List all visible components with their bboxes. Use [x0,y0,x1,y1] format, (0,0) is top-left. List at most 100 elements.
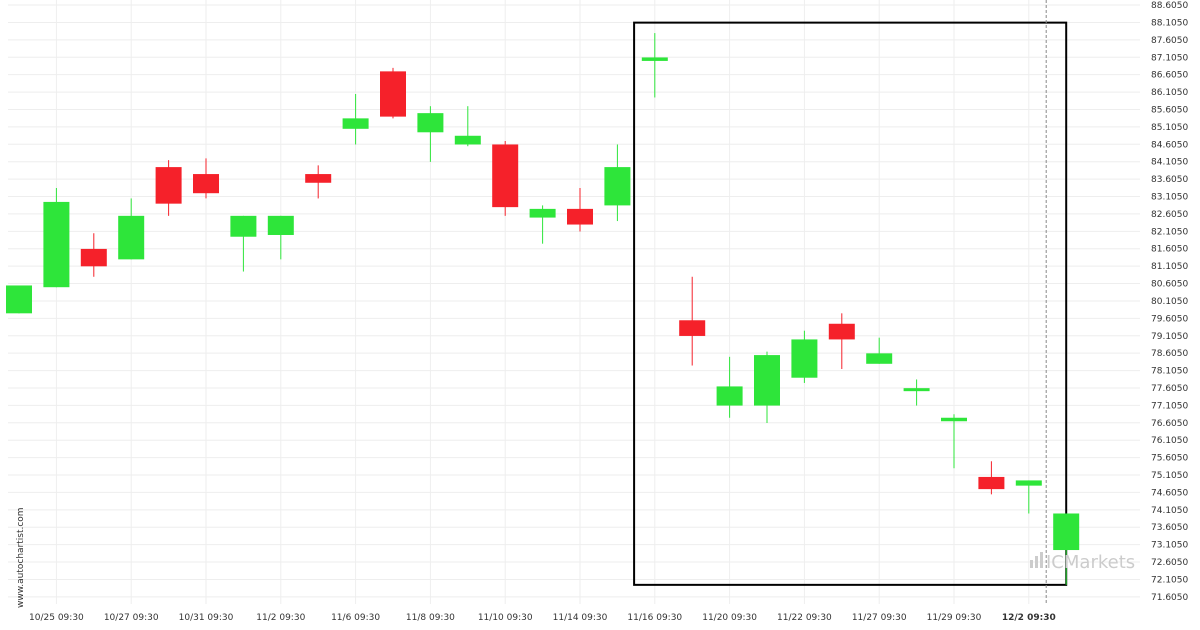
y-tick-label: 82.1050 [1151,227,1188,237]
y-tick-label: 81.1050 [1151,262,1188,272]
y-tick-label: 78.1050 [1151,367,1188,377]
x-tick-label: 11/8 09:30 [406,613,455,623]
candle-up [43,187,70,288]
y-tick-label: 79.6050 [1151,314,1188,324]
x-tick-label: 11/6 09:30 [331,613,380,623]
y-tick-label: 83.1050 [1151,193,1188,203]
pattern-highlight [633,0,1068,604]
candle-up [866,337,893,364]
candle-body [342,118,369,129]
y-tick-label: 87.1050 [1151,53,1188,63]
candle-body [118,215,145,260]
x-tick-label: 11/22 09:30 [777,613,832,623]
candle-body [754,355,780,406]
y-tick-label: 84.6050 [1151,140,1188,150]
x-tick-label: 11/2 09:30 [256,613,305,623]
candle-body [1015,480,1042,486]
candle-body [791,339,818,378]
y-axis: 88.6050 88.1050 87.6050 87.1050 86.6050 86.10… [1151,1,1188,603]
x-tick-label: 10/31 09:30 [179,613,234,623]
y-tick-label: 75.6050 [1151,454,1188,464]
y-tick-label: 85.6050 [1151,105,1188,115]
candle-up [6,285,32,314]
y-tick-label: 88.6050 [1151,1,1188,11]
highlight-box [633,21,1068,586]
grid [8,0,1140,604]
y-tick-label: 82.6050 [1151,210,1188,220]
y-tick-label: 81.6050 [1151,245,1188,255]
candle-down [679,276,706,366]
candle-body [380,71,406,117]
candle-body [305,174,332,183]
y-tick-label: 74.1050 [1151,506,1188,516]
candle-body [6,285,32,314]
y-tick-label: 80.1050 [1151,297,1188,307]
candle-body [604,167,631,206]
candle-up [417,106,444,162]
x-axis: 10/25 09:30 10/27 09:30 10/31 09:30 11/2 09… [29,613,1056,623]
candle-up [641,33,668,98]
y-tick-label: 73.1050 [1151,541,1188,551]
y-tick-label: 74.6050 [1151,488,1188,498]
candle-down [828,313,855,370]
y-tick-label: 84.1050 [1151,158,1188,168]
y-tick-label: 72.6050 [1151,558,1188,568]
logo-mark-icon [1030,552,1043,568]
logo-text: ICMarkets [1046,552,1135,573]
watermark-text: www.autochartist.com [16,507,26,608]
y-tick-label: 86.6050 [1151,71,1188,81]
candle-down [155,160,182,216]
candle-body [866,353,893,364]
candle-down [492,140,519,216]
candle-body [492,144,519,208]
y-tick-label: 72.1050 [1151,575,1188,585]
y-tick-label: 76.6050 [1151,419,1188,429]
candle-up [1053,513,1080,585]
candle-down [80,233,107,277]
x-tick-label: 11/10 09:30 [478,613,533,623]
x-tick-label: 10/25 09:30 [29,613,84,623]
candle-body [417,113,444,133]
candle-up [529,205,556,244]
y-tick-label: 80.6050 [1151,280,1188,290]
candle-body [903,388,930,392]
candle-body [155,167,182,204]
x-tick-label: 11/16 09:30 [627,613,682,623]
candle-body [454,135,481,145]
candle-down [380,67,406,119]
candle-body [230,215,257,237]
candle-up [791,330,818,383]
y-tick-label: 73.6050 [1151,523,1188,533]
candle-down [567,187,593,232]
candle-body [567,208,593,225]
y-tick-label: 86.1050 [1151,88,1188,98]
candle-up [903,379,930,406]
candle-up [230,215,257,272]
x-tick-label: 12/2 09:30 [1002,613,1056,623]
x-tick-label: 11/20 09:30 [702,613,757,623]
y-tick-label: 77.6050 [1151,384,1188,394]
candle-up [604,144,631,222]
candle-body [978,476,1005,490]
x-tick-label: 11/14 09:30 [553,613,608,623]
y-tick-label: 78.6050 [1151,349,1188,359]
x-tick-label: 10/27 09:30 [104,613,159,623]
candle-body [43,201,70,288]
candle-body [828,323,855,340]
candle-body [80,248,107,267]
candle-body [267,215,294,235]
x-tick-label: 11/29 09:30 [927,613,982,623]
y-tick-label: 77.1050 [1151,401,1188,411]
candle-down [305,165,332,199]
y-tick-label: 76.1050 [1151,436,1188,446]
broker-logo: ICMarkets [1030,552,1135,573]
candle-up [118,198,145,260]
x-tick-label: 11/27 09:30 [852,613,907,623]
candle-up [454,106,481,147]
candle-body [193,174,219,194]
candle-up [941,414,967,469]
candle-body [679,320,706,336]
candle-body [716,386,743,406]
candle-body [641,57,668,61]
y-tick-label: 83.6050 [1151,175,1188,185]
